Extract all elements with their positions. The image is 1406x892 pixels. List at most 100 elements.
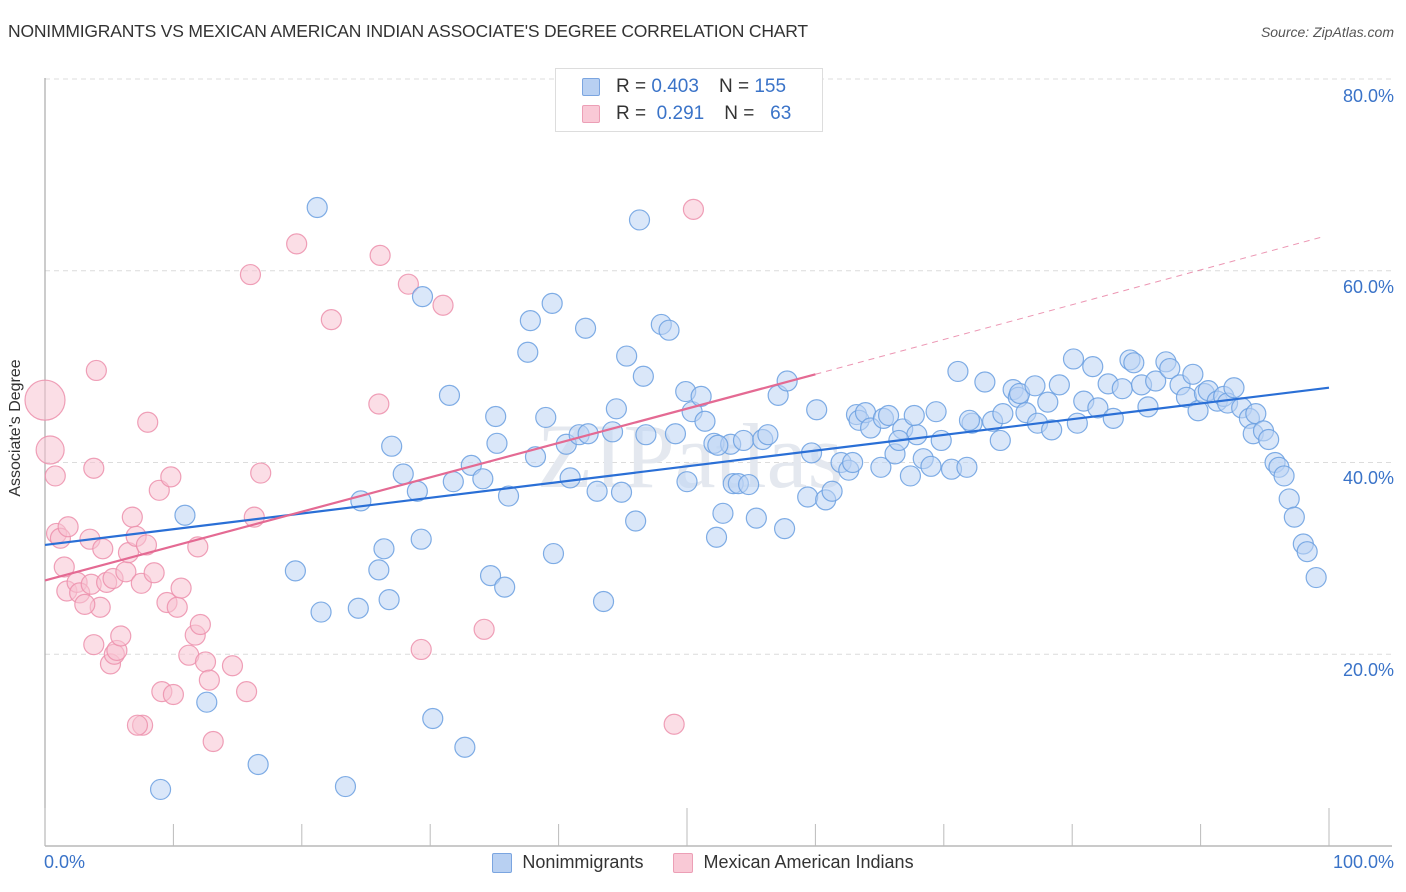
data-point-nonimmigrants bbox=[368, 559, 390, 581]
data-point-mexican-american-indians bbox=[286, 233, 308, 255]
trend-line-mexican-american-indians bbox=[44, 373, 816, 582]
data-point-nonimmigrants bbox=[707, 434, 729, 456]
data-point-nonimmigrants bbox=[1024, 375, 1046, 397]
data-point-mexican-american-indians bbox=[85, 359, 107, 382]
data-point-mexican-american-indians bbox=[121, 506, 143, 528]
data-point-nonimmigrants bbox=[694, 410, 716, 432]
data-point-nonimmigrants bbox=[625, 510, 647, 532]
data-point-nonimmigrants bbox=[373, 538, 395, 560]
data-point-nonimmigrants bbox=[712, 502, 734, 524]
data-point-nonimmigrants bbox=[1223, 377, 1245, 399]
legend-item-nonimmigrants[interactable]: Nonimmigrants bbox=[492, 852, 643, 873]
data-point-nonimmigrants bbox=[870, 456, 892, 478]
trend-lines bbox=[44, 236, 1330, 582]
data-point-mexican-american-indians bbox=[44, 465, 66, 487]
data-point-nonimmigrants bbox=[577, 423, 599, 445]
r-value: 0.291 bbox=[656, 103, 705, 124]
data-point-mexican-american-indians bbox=[235, 681, 258, 703]
data-point-mexican-american-indians bbox=[250, 462, 272, 484]
data-point-nonimmigrants bbox=[1082, 356, 1104, 378]
data-point-nonimmigrants bbox=[1062, 348, 1085, 370]
r-value: 0.403 bbox=[651, 76, 699, 97]
y-tick-label: 20.0% bbox=[1342, 660, 1394, 680]
data-point-mexican-american-indians bbox=[202, 730, 224, 753]
data-point-nonimmigrants bbox=[1048, 374, 1070, 396]
legend-item-mexican-american-indians[interactable]: Mexican American Indians bbox=[673, 852, 914, 873]
n-value: 63 bbox=[770, 103, 792, 124]
data-point-mexican-american-indians bbox=[110, 625, 132, 647]
data-point-nonimmigrants bbox=[174, 504, 196, 526]
data-point-nonimmigrants bbox=[610, 481, 633, 503]
y-axis-label: Associate's Degree bbox=[7, 359, 24, 497]
data-point-nonimmigrants bbox=[559, 467, 581, 489]
n-value: 155 bbox=[754, 76, 787, 97]
data-point-nonimmigrants bbox=[705, 526, 728, 548]
data-point-mexican-american-indians bbox=[473, 618, 495, 640]
data-point-nonimmigrants bbox=[486, 432, 508, 454]
data-point-nonimmigrants bbox=[392, 463, 414, 485]
data-point-mexican-american-indians bbox=[369, 244, 391, 267]
data-point-nonimmigrants bbox=[542, 542, 565, 565]
trend-line-nonimmigrants bbox=[44, 386, 1330, 547]
data-point-nonimmigrants bbox=[310, 601, 332, 623]
legend-label: Nonimmigrants bbox=[522, 852, 644, 872]
legend-row-mexican-american-indians: R = 0.291 N = 63 bbox=[582, 102, 791, 126]
data-point-mexican-american-indians bbox=[135, 534, 158, 556]
x-tick-label-min: 0.0% bbox=[44, 852, 86, 872]
data-point-mexican-american-indians bbox=[663, 713, 685, 735]
x-tick-label-max: 100.0% bbox=[1332, 852, 1394, 872]
r-label: R = bbox=[616, 103, 647, 124]
data-point-mexican-american-indians bbox=[126, 714, 149, 736]
data-point-nonimmigrants bbox=[592, 590, 615, 613]
data-point-nonimmigrants bbox=[745, 507, 767, 529]
data-point-nonimmigrants bbox=[664, 423, 687, 445]
data-point-mexican-american-indians bbox=[148, 479, 170, 501]
data-point-nonimmigrants bbox=[149, 778, 172, 801]
data-point-nonimmigrants bbox=[676, 471, 698, 493]
legend-swatch-blue bbox=[492, 852, 513, 873]
data-point-nonimmigrants bbox=[494, 576, 516, 598]
data-point-nonimmigrants bbox=[616, 345, 638, 367]
data-point-nonimmigrants bbox=[347, 597, 369, 619]
data-point-mexican-american-indians bbox=[35, 435, 65, 465]
data-point-nonimmigrants bbox=[1102, 407, 1124, 429]
data-point-nonimmigrants bbox=[903, 404, 925, 427]
data-point-nonimmigrants bbox=[738, 473, 760, 496]
data-point-nonimmigrants bbox=[1296, 541, 1318, 563]
data-point-mexican-american-indians bbox=[194, 651, 217, 673]
data-point-nonimmigrants bbox=[422, 707, 444, 730]
data-point-mexican-american-indians bbox=[137, 411, 159, 433]
data-point-nonimmigrants bbox=[485, 405, 507, 428]
data-point-mexican-american-indians bbox=[170, 577, 192, 599]
data-point-nonimmigrants bbox=[1066, 412, 1088, 434]
data-point-nonimmigrants bbox=[519, 310, 541, 332]
chart-title: NONIMMIGRANTS VS MEXICAN AMERICAN INDIAN… bbox=[8, 21, 808, 41]
data-point-nonimmigrants bbox=[1159, 357, 1181, 380]
data-point-nonimmigrants bbox=[1037, 391, 1059, 413]
legend-swatch-pink bbox=[673, 852, 694, 873]
stats-legend: R = 0.403 N = 155 R = 0.291 N = 63 bbox=[555, 68, 823, 132]
data-point-nonimmigrants bbox=[992, 403, 1014, 425]
r-label: R = bbox=[616, 76, 647, 97]
data-point-nonimmigrants bbox=[974, 371, 996, 393]
data-point-mexican-american-indians bbox=[83, 457, 105, 479]
data-point-nonimmigrants bbox=[956, 456, 978, 478]
legend-label: Mexican American Indians bbox=[703, 852, 914, 872]
data-point-mexican-american-indians bbox=[320, 309, 342, 331]
data-point-nonimmigrants bbox=[658, 319, 680, 341]
data-point-nonimmigrants bbox=[410, 528, 432, 550]
data-point-nonimmigrants bbox=[517, 341, 539, 363]
data-point-mexican-american-indians bbox=[83, 634, 105, 656]
data-point-nonimmigrants bbox=[535, 406, 557, 429]
data-point-nonimmigrants bbox=[454, 736, 476, 758]
data-point-nonimmigrants bbox=[1278, 488, 1300, 510]
data-point-nonimmigrants bbox=[920, 455, 942, 477]
data-point-nonimmigrants bbox=[632, 365, 654, 387]
data-point-mexican-american-indians bbox=[397, 273, 419, 295]
data-point-nonimmigrants bbox=[1273, 465, 1295, 487]
data-point-nonimmigrants bbox=[196, 691, 218, 713]
legend-swatch-pink bbox=[582, 105, 600, 123]
data-point-nonimmigrants bbox=[842, 451, 864, 474]
data-point-mexican-american-indians bbox=[189, 613, 211, 636]
